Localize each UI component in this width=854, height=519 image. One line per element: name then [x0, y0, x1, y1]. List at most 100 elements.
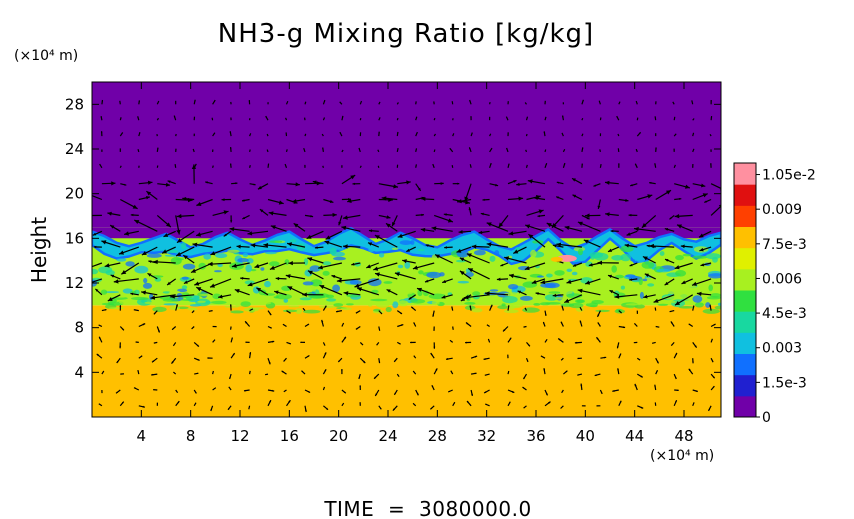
wind-vector	[230, 215, 233, 223]
wind-vector	[502, 326, 509, 332]
wind-vector	[266, 149, 269, 153]
wind-vector	[286, 182, 300, 187]
mixing-speckle	[507, 284, 519, 290]
wind-vector	[347, 198, 361, 203]
wind-vector	[100, 115, 103, 121]
mixing-speckle	[620, 245, 634, 253]
wind-vector	[196, 286, 213, 296]
wind-vector	[655, 369, 659, 375]
wind-vector	[544, 116, 547, 121]
wind-vector	[664, 258, 675, 264]
mixing-speckle	[502, 296, 518, 304]
wind-vector	[597, 260, 619, 265]
transition-speckle	[445, 297, 462, 303]
colorbar: 0 1.5e-3 0.003 4.5e-3 0.006 7.5e-3 0.009 1.05e-…	[733, 162, 816, 426]
wind-vector	[137, 149, 140, 153]
wind-vector	[283, 357, 287, 362]
colorbar-swatch	[734, 395, 756, 418]
wind-vector	[322, 369, 327, 375]
mixing-speckle	[383, 281, 393, 284]
wind-vector	[341, 369, 343, 375]
wind-vector	[193, 341, 200, 348]
wind-vector	[523, 405, 527, 409]
wind-vector	[577, 357, 582, 360]
wind-vector	[635, 148, 638, 153]
wind-vector	[524, 262, 546, 271]
transition-speckle	[472, 291, 481, 296]
wind-vector	[269, 262, 287, 270]
wind-vector	[463, 294, 490, 300]
wind-vector	[286, 341, 292, 345]
colorbar-swatch	[734, 353, 756, 376]
mixing-speckle	[154, 301, 161, 308]
wind-vector	[285, 100, 289, 105]
wind-vector	[147, 272, 158, 280]
wind-vector	[709, 134, 712, 137]
wind-vector	[208, 310, 213, 312]
wind-vector	[412, 262, 435, 270]
x-axis: 4 8 12 16 20 24 28 32 36 40 44 48	[137, 82, 694, 445]
mixing-speckle	[625, 274, 636, 278]
mixing-speckle	[694, 302, 704, 308]
wind-vector	[634, 163, 638, 169]
wind-vector	[681, 278, 693, 285]
wind-vector	[134, 219, 158, 232]
mixing-speckle	[584, 245, 590, 251]
wind-vector	[560, 321, 564, 327]
x-tick-label: 44	[625, 427, 644, 445]
wind-vector	[100, 131, 103, 137]
wind-vector	[304, 101, 307, 105]
wind-vector	[444, 246, 453, 249]
mixing-speckle	[302, 281, 314, 286]
wind-vector	[471, 244, 490, 249]
wind-vector	[171, 357, 177, 364]
wind-vector	[396, 131, 399, 137]
wind-vector	[410, 306, 417, 312]
wind-vector	[193, 389, 197, 394]
colorbar-swatch	[734, 247, 756, 270]
mixing-speckle	[299, 297, 312, 301]
wind-vector	[314, 246, 324, 249]
mixing-speckle	[332, 284, 340, 293]
wind-vector	[98, 403, 103, 407]
wind-vector	[487, 338, 491, 343]
wind-vector	[335, 310, 343, 313]
mixing-speckle	[349, 279, 362, 285]
wind-vector	[266, 133, 269, 137]
wind-vector	[637, 194, 653, 201]
wind-vector	[359, 385, 361, 391]
wind-vector	[137, 369, 140, 375]
wind-vector	[175, 215, 181, 235]
wind-vector	[525, 224, 546, 232]
transition-speckle	[282, 309, 298, 313]
wind-vector	[562, 148, 566, 153]
wind-vector	[207, 261, 232, 267]
wind-vector	[649, 243, 675, 249]
wind-vector	[359, 117, 362, 121]
mixing-speckle	[142, 282, 153, 289]
wind-vector	[247, 230, 269, 236]
wind-vector	[302, 307, 306, 311]
wind-vector	[618, 101, 621, 105]
transition-speckle	[100, 289, 108, 295]
wind-vector	[489, 162, 492, 168]
wind-vector	[572, 262, 583, 267]
wind-vector	[673, 164, 676, 169]
wind-vector	[287, 285, 306, 296]
wind-vector	[396, 117, 399, 121]
wind-vector	[378, 117, 381, 121]
wind-vector	[156, 165, 159, 168]
mixing-speckle	[391, 247, 399, 250]
wind-vector	[267, 399, 272, 407]
wind-vector	[101, 240, 121, 248]
wind-vector	[133, 309, 139, 312]
wind-vector	[465, 322, 472, 327]
transition-speckle	[497, 305, 509, 310]
wind-vector	[710, 385, 715, 391]
wind-vector	[245, 341, 250, 343]
wind-vector	[358, 373, 361, 380]
wind-vector	[249, 308, 254, 312]
wind-vector	[544, 162, 548, 169]
wind-vector	[673, 399, 678, 407]
mixing-speckle	[647, 283, 655, 287]
